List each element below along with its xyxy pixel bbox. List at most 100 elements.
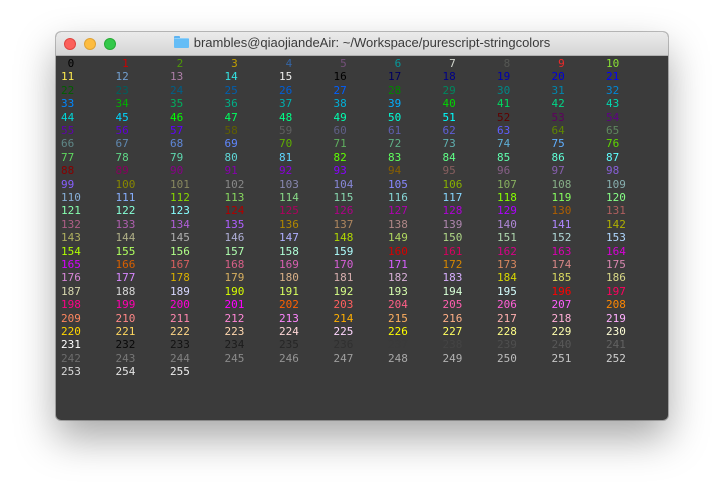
color-index-cell: 189 — [170, 284, 190, 298]
color-index-cell: 236 — [333, 338, 354, 352]
color-index-cell: 151 — [497, 231, 517, 245]
color-index-cell: 86 — [551, 150, 565, 164]
color-index-cell: 108 — [551, 177, 572, 191]
color-index-cell: 49 — [333, 110, 347, 124]
color-index-cell: 240 — [551, 338, 572, 352]
color-index-cell: 11 — [61, 70, 75, 84]
color-index-cell: 142 — [606, 217, 626, 231]
terminal-window: brambles@qiaojiandeAir: ~/Workspace/pure… — [56, 32, 668, 420]
color-index-cell: 173 — [497, 258, 517, 271]
color-index-cell: 139 — [442, 217, 463, 231]
color-index-cell: 63 — [497, 124, 511, 137]
color-index-cell: 85 — [497, 150, 511, 164]
color-index-cell: 93 — [333, 164, 347, 178]
color-index-cell: 32 — [606, 83, 620, 97]
color-index-cell: 10 — [606, 57, 620, 70]
color-index-cell: 28 — [388, 83, 402, 97]
color-index-cell: 197 — [606, 284, 626, 298]
color-index-cell: 95 — [442, 164, 456, 178]
color-index-cell: 19 — [497, 70, 511, 84]
color-index-cell: 84 — [442, 150, 456, 164]
color-index-cell: 164 — [606, 244, 626, 258]
color-index-cell: 43 — [606, 97, 620, 111]
color-index-cell: 69 — [224, 137, 238, 151]
color-index-cell: 167 — [170, 258, 190, 271]
color-index-cell: 60 — [333, 124, 347, 137]
color-index-cell: 8 — [497, 57, 511, 70]
color-index-cell: 38 — [333, 97, 347, 111]
color-index-cell: 33 — [61, 97, 75, 111]
color-index-cell: 206 — [497, 298, 517, 312]
color-index-cell: 237 — [388, 338, 408, 352]
terminal-output[interactable]: 0 1 2 3 4 5 6 7 8 9 10 11 12 13 14 15 16 17 18 19 2… — [61, 57, 661, 417]
color-index-cell: 200 — [170, 298, 190, 312]
close-button[interactable] — [64, 38, 76, 50]
color-index-cell: 133 — [115, 217, 136, 231]
color-index-cell: 150 — [442, 231, 463, 245]
color-index-cell: 186 — [606, 271, 626, 285]
color-index-cell: 92 — [279, 164, 293, 178]
color-index-cell: 222 — [170, 325, 190, 338]
color-index-cell: 59 — [279, 124, 293, 137]
color-index-cell: 106 — [442, 177, 463, 191]
color-index-cell: 190 — [224, 284, 245, 298]
color-index-cell: 181 — [333, 271, 354, 285]
color-index-cell: 5 — [333, 57, 347, 70]
color-index-cell: 210 — [115, 311, 136, 325]
color-index-cell: 115 — [333, 191, 354, 204]
color-index-cell: 212 — [224, 311, 245, 325]
color-index-cell: 111 — [115, 191, 136, 204]
color-index-cell: 225 — [333, 325, 354, 338]
color-index-cell: 138 — [388, 217, 408, 231]
color-index-cell: 34 — [115, 97, 129, 111]
color-index-cell: 223 — [224, 325, 245, 338]
color-index-cell: 177 — [115, 271, 136, 285]
color-index-cell: 201 — [224, 298, 245, 312]
color-index-cell: 134 — [170, 217, 190, 231]
color-index-cell: 253 — [61, 365, 81, 379]
zoom-button[interactable] — [104, 38, 116, 50]
title-bar[interactable]: brambles@qiaojiandeAir: ~/Workspace/pure… — [56, 32, 668, 56]
color-index-cell: 228 — [497, 325, 517, 338]
color-index-cell: 169 — [279, 258, 299, 271]
color-index-cell: 53 — [551, 110, 565, 124]
color-index-cell: 245 — [224, 351, 245, 365]
color-index-cell: 13 — [170, 70, 184, 84]
color-index-cell: 174 — [551, 258, 572, 271]
color-index-cell: 207 — [551, 298, 572, 312]
color-index-cell: 27 — [333, 83, 347, 97]
color-index-cell: 144 — [115, 231, 136, 245]
color-index-cell: 107 — [497, 177, 517, 191]
color-index-cell: 58 — [224, 124, 238, 137]
color-index-cell: 14 — [224, 70, 238, 84]
color-index-cell: 233 — [170, 338, 190, 352]
color-index-cell: 168 — [224, 258, 245, 271]
color-index-cell: 80 — [224, 150, 238, 164]
color-index-cell: 110 — [61, 191, 81, 204]
color-index-cell: 77 — [61, 150, 75, 164]
color-index-cell: 88 — [61, 164, 75, 178]
color-index-cell: 209 — [61, 311, 81, 325]
color-index-cell: 16 — [333, 70, 347, 84]
color-index-cell: 66 — [61, 137, 75, 151]
color-index-cell: 147 — [279, 231, 299, 245]
color-index-cell: 127 — [388, 204, 408, 218]
color-index-cell: 193 — [388, 284, 408, 298]
color-index-cell: 251 — [551, 351, 572, 365]
folder-icon — [173, 36, 189, 48]
color-index-cell: 25 — [224, 83, 238, 97]
color-index-cell: 29 — [442, 83, 456, 97]
color-index-cell: 162 — [497, 244, 517, 258]
color-index-cell: 119 — [551, 191, 572, 204]
minimize-button[interactable] — [84, 38, 96, 50]
color-index-cell: 71 — [333, 137, 347, 151]
color-index-cell: 227 — [442, 325, 463, 338]
color-index-cell: 100 — [115, 177, 136, 191]
color-index-cell: 74 — [497, 137, 511, 151]
color-index-cell: 248 — [388, 351, 408, 365]
color-index-cell: 176 — [61, 271, 81, 285]
color-index-cell: 67 — [115, 137, 129, 151]
color-index-cell: 72 — [388, 137, 402, 151]
color-index-cell: 247 — [333, 351, 354, 365]
color-index-cell: 154 — [61, 244, 81, 258]
